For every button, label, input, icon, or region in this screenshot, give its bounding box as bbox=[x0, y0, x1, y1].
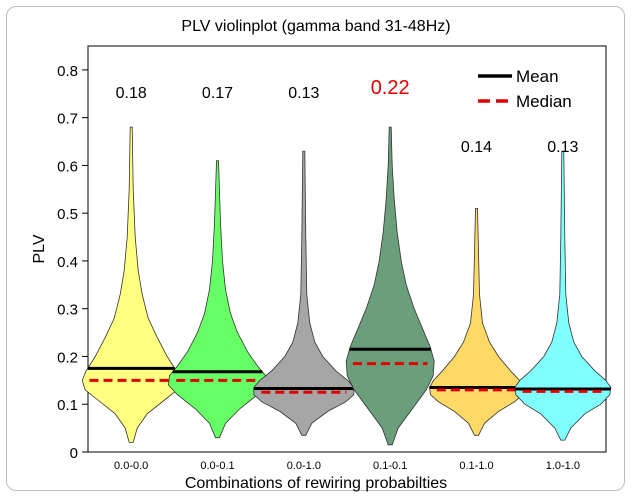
x-tick-label: 0.0-1.0 bbox=[287, 460, 321, 472]
violin-0.1-1.0 bbox=[429, 208, 524, 436]
y-tick-label: 0.7 bbox=[57, 111, 78, 128]
violin-body bbox=[429, 208, 524, 436]
x-tick-label: 1.0-1.0 bbox=[546, 460, 580, 472]
x-tick-label: 0.0-0.1 bbox=[200, 460, 234, 472]
violin-body bbox=[81, 126, 181, 443]
legend-entry-median: Median bbox=[478, 92, 572, 111]
y-tick-label: 0.6 bbox=[57, 158, 78, 175]
annotation-0.1-0.1: 0.22 bbox=[371, 77, 410, 99]
x-tick-label: 0.1-0.1 bbox=[373, 460, 407, 472]
y-tick-label: 0.4 bbox=[57, 254, 78, 271]
violin-body bbox=[168, 160, 267, 439]
violin-0.1-0.1 bbox=[345, 126, 435, 446]
y-tick-label: 0.2 bbox=[57, 349, 78, 366]
y-tick-label: 0 bbox=[70, 445, 78, 462]
y-tick-label: 0.3 bbox=[57, 302, 78, 319]
x-axis-label: Combinations of rewiring probabilties bbox=[185, 475, 447, 492]
y-tick-label: 0.1 bbox=[57, 397, 78, 414]
x-axis: 0.0-0.0 0.0-0.1 0.0-1.0 0.1-0.1 0.1-1.0 1.0-1… bbox=[114, 460, 580, 472]
violin-0.0-1.0 bbox=[253, 150, 355, 436]
y-tick-label: 0.5 bbox=[57, 206, 78, 223]
y-axis-label: PLV bbox=[31, 234, 48, 263]
violins bbox=[81, 126, 612, 446]
chart-title: PLV violinplot (gamma band 31-48Hz) bbox=[181, 18, 450, 35]
legend: Mean Median bbox=[478, 67, 572, 111]
y-axis: 0 0.1 0.2 0.3 0.4 0.5 0.6 0.7 0.8 bbox=[57, 63, 88, 462]
legend-label: Mean bbox=[516, 67, 559, 86]
annotation-0.0-0.0: 0.18 bbox=[116, 85, 147, 102]
annotation-0.1-1.0: 0.14 bbox=[461, 139, 492, 156]
y-tick-label: 0.8 bbox=[57, 63, 78, 80]
plot-area bbox=[87, 45, 607, 453]
legend-entry-mean: Mean bbox=[478, 67, 559, 86]
annotation-0.0-0.1: 0.17 bbox=[202, 85, 233, 102]
plot-border bbox=[87, 45, 607, 453]
violin-body bbox=[514, 150, 612, 441]
legend-label: Median bbox=[516, 92, 572, 111]
violin-0.0-0.1 bbox=[168, 160, 267, 439]
x-tick-label: 0.1-1.0 bbox=[459, 460, 493, 472]
violin-1.0-1.0 bbox=[514, 150, 612, 441]
annotation-0.0-1.0: 0.13 bbox=[288, 85, 319, 102]
x-tick-label: 0.0-0.0 bbox=[114, 460, 148, 472]
violin-body bbox=[345, 126, 435, 446]
annotation-1.0-1.0: 0.13 bbox=[547, 139, 578, 156]
annotations: 0.18 0.17 0.13 0.22 0.14 0.13 bbox=[116, 77, 579, 156]
violin-0.0-0.0 bbox=[81, 126, 181, 443]
